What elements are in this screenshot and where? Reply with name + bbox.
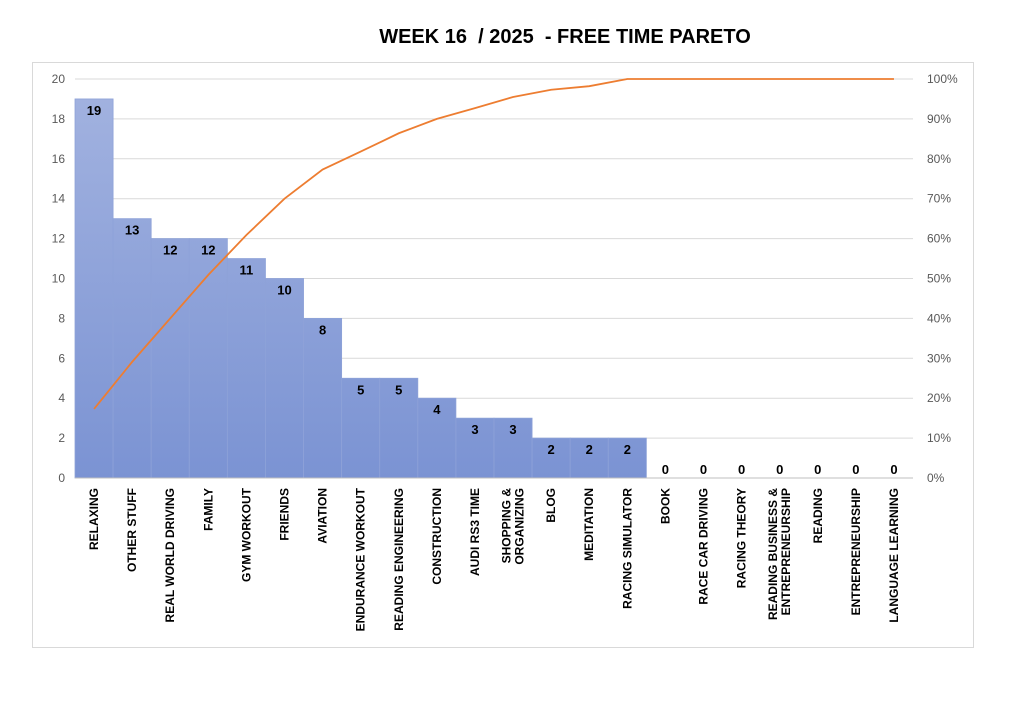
category-label: READING ENGINEERING [392,488,406,631]
y2-tick-label: 0% [927,471,945,485]
data-label: 2 [586,442,593,457]
y2-tick-label: 30% [927,351,951,365]
y2-tick-label: 100% [927,72,958,86]
category-label: ENDURANCE WORKOUT [354,487,368,631]
category-label: RACING THEORY [735,488,749,588]
y-tick-label: 10 [52,272,66,286]
data-label: 0 [700,462,707,477]
bar [74,98,114,479]
category-label: RELAXING [87,488,101,550]
y2-tick-label: 70% [927,192,951,206]
category-label: FAMILY [201,488,215,531]
y2-tick-label: 60% [927,232,951,246]
chart-area: 0 2 4 6 8 10 12 14 16 18 20 0% 10% 20% 30% 40% 50% 60% 70%… [32,62,974,648]
data-label: 0 [662,462,669,477]
category-label: RACING SIMULATOR [620,488,634,609]
data-label: 2 [624,442,631,457]
y2-tick-label: 80% [927,152,951,166]
data-label: 0 [890,462,897,477]
cumulative-line [93,78,894,410]
bar [265,278,304,479]
y-tick-label: 2 [58,431,65,445]
data-label: 11 [240,263,254,278]
bar [417,397,457,479]
y-tick-label: 6 [58,351,65,365]
data-label: 0 [814,462,821,477]
data-label: 4 [433,402,441,417]
category-label: AUDI RS3 TIME [468,488,482,576]
chart-title: WEEK 16 / 2025 - FREE TIME PARETO [379,26,751,48]
y-tick-label: 8 [58,311,65,325]
data-label: 5 [395,382,402,397]
category-label: OTHER STUFF [125,488,139,572]
y-tick-label: 4 [58,391,65,405]
category-label: RACE CAR DRIVING [697,488,711,605]
category-label: FRIENDS [278,488,292,541]
bar [112,218,152,479]
bar [226,258,266,479]
y2-tick-label: 40% [927,311,951,325]
category-label: MEDITATION [582,488,596,561]
bar [531,437,571,479]
data-label: 5 [357,382,364,397]
data-label: 19 [87,103,101,118]
data-label: 12 [163,243,177,258]
y-tick-label: 16 [52,152,66,166]
pareto-chart: 024681012141618200%10%20%30%40%50%60%70%… [52,72,958,631]
category-label: READING [811,488,825,543]
category-label: ENTREPRENEURSHIP [849,488,863,615]
data-label: 0 [738,462,745,477]
bar [607,437,647,479]
bar [303,317,343,479]
category-label: CONSTRUCTION [430,488,444,585]
category-label: AVIATION [316,488,330,544]
y2-tick-label: 50% [927,272,951,286]
category-label: READING BUSINESS &ENTREPRENEURSHIP [766,488,793,620]
y-tick-label: 0 [58,471,65,485]
category-label: BOOK [658,488,672,524]
data-label: 0 [776,462,783,477]
data-label: 3 [471,422,478,437]
y2-tick-label: 90% [927,112,951,126]
bar [455,417,495,479]
data-label: 3 [509,422,516,437]
y-tick-label: 18 [52,112,66,126]
category-label: LANGUAGE LEARNING [887,488,901,623]
category-label: GYM WORKOUT [239,487,253,582]
data-label: 8 [319,322,326,337]
bar [493,417,533,479]
y-tick-label: 12 [52,232,66,246]
category-label: REAL WORLD DRIVING [163,488,177,622]
bar [341,377,381,479]
data-label: 2 [548,442,555,457]
y-tick-label: 14 [52,192,66,206]
y2-tick-label: 10% [927,431,951,445]
data-label: 13 [125,223,139,238]
data-label: 10 [277,283,291,298]
category-label: BLOG [544,488,558,523]
bar [150,238,190,479]
y-tick-label: 20 [52,72,66,86]
bar [188,238,228,479]
y2-tick-label: 20% [927,391,951,405]
category-label: SHOPPING &ORGANIZING [500,488,527,565]
data-label: 0 [852,462,859,477]
data-label: 12 [201,243,215,258]
